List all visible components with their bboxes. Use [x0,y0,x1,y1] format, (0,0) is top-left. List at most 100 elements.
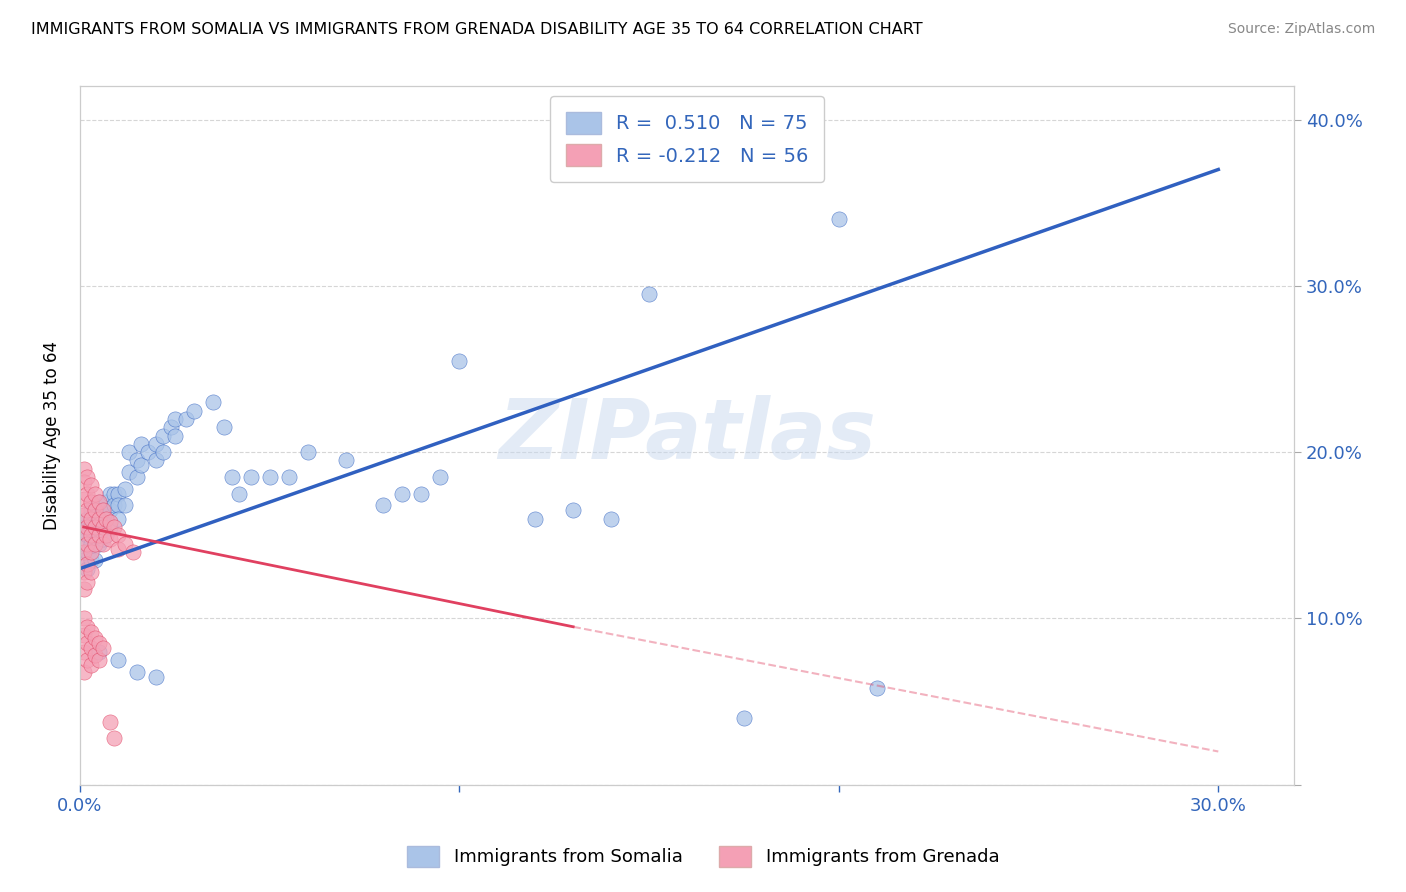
Point [125,470,148,484]
Point [129,437,152,451]
Text: IMMIGRANTS FROM SOMALIA VS IMMIGRANTS FROM GRENADA DISABILITY AGE 35 TO 64 CORRE: IMMIGRANTS FROM SOMALIA VS IMMIGRANTS FR… [31,22,922,37]
Point [98,515,121,529]
Point [136,445,159,459]
Point [107,528,129,542]
Point [145,670,167,684]
Point [76,574,98,589]
Point [107,512,129,526]
Point [84,520,107,534]
Point [828,212,851,227]
Point [98,487,121,501]
Point [76,557,98,571]
Point [87,512,110,526]
Point [114,499,136,513]
Point [87,520,110,534]
Point [335,453,357,467]
Point [221,470,243,484]
Point [80,536,103,550]
Point [73,628,96,642]
Point [76,470,98,484]
Point [228,487,250,501]
Point [76,561,98,575]
Point [866,681,889,696]
Point [103,731,125,746]
Point [638,287,661,301]
Point [76,528,98,542]
Point [76,636,98,650]
Point [87,495,110,509]
Point [174,412,197,426]
Legend: R =  0.510   N = 75, R = -0.212   N = 56: R = 0.510 N = 75, R = -0.212 N = 56 [550,96,824,182]
Point [163,428,186,442]
Point [118,445,141,459]
Point [212,420,235,434]
Text: ZIPatlas: ZIPatlas [498,395,876,476]
Point [80,528,103,542]
Point [411,487,433,501]
Point [87,653,110,667]
Point [152,428,174,442]
Point [80,565,103,579]
Point [84,520,107,534]
Y-axis label: Disability Age 35 to 64: Disability Age 35 to 64 [44,341,60,530]
Point [80,512,103,526]
Point [84,503,107,517]
Point [91,503,114,517]
Point [80,641,103,656]
Point [98,532,121,546]
Legend: Immigrants from Somalia, Immigrants from Grenada: Immigrants from Somalia, Immigrants from… [399,838,1007,874]
Point [84,503,107,517]
Point [76,620,98,634]
Point [76,487,98,501]
Point [297,445,319,459]
Point [84,536,107,550]
Point [84,648,107,662]
Point [160,420,183,434]
Point [129,458,152,473]
Point [449,353,471,368]
Point [73,508,96,523]
Point [259,470,281,484]
Point [73,665,96,679]
Point [80,553,103,567]
Point [391,487,413,501]
Point [103,499,125,513]
Point [84,487,107,501]
Point [73,545,96,559]
Point [80,658,103,673]
Point [87,536,110,550]
Point [80,478,103,492]
Point [76,512,98,526]
Point [96,512,118,526]
Point [163,412,186,426]
Point [96,528,118,542]
Point [107,487,129,501]
Point [76,520,98,534]
Text: Source: ZipAtlas.com: Source: ZipAtlas.com [1227,22,1375,37]
Point [373,499,395,513]
Point [91,641,114,656]
Point [183,403,205,417]
Point [91,532,114,546]
Point [91,536,114,550]
Point [152,445,174,459]
Point [277,470,299,484]
Point [73,565,96,579]
Point [145,453,167,467]
Point [107,499,129,513]
Point [73,475,96,489]
Point [107,653,129,667]
Point [429,470,451,484]
Point [76,536,98,550]
Point [114,482,136,496]
Point [98,503,121,517]
Point [73,520,96,534]
Point [98,520,121,534]
Point [103,520,125,534]
Point [76,545,98,559]
Point [96,528,118,542]
Point [84,632,107,646]
Point [239,470,262,484]
Point [125,665,148,679]
Point [107,541,129,556]
